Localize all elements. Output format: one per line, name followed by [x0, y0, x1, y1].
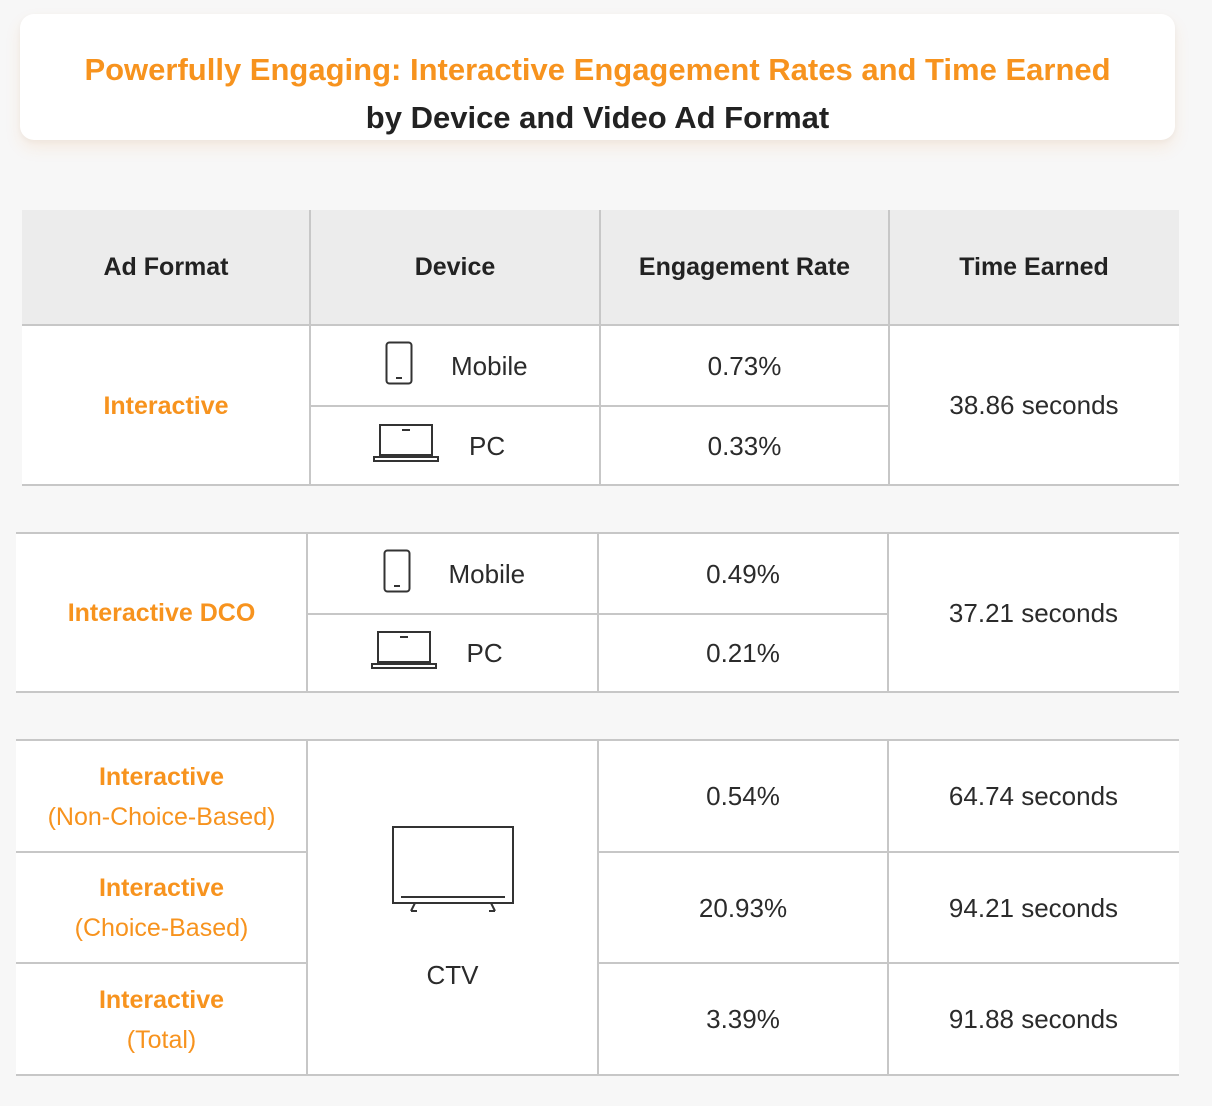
device-mobile-row: Mobile: [310, 326, 600, 406]
header-time-earned: Time Earned: [959, 253, 1109, 281]
time-earned-cell: 38.86 seconds: [949, 390, 1119, 420]
grid-line: [597, 739, 599, 1076]
grid-line: [887, 532, 889, 693]
mobile-phone-icon: [369, 341, 429, 392]
format-interactive-non-choice: Interactive (Non-Choice-Based): [16, 741, 307, 852]
laptop-icon: [371, 423, 441, 470]
tv-icon: [391, 825, 515, 922]
grid-line: [306, 532, 308, 693]
engagement-rate-cell: 0.49%: [706, 558, 780, 589]
engagement-rate-cell: 0.21%: [706, 638, 780, 668]
engagement-rate-cell: 0.54%: [706, 781, 780, 811]
time-earned-cell: 64.74 seconds: [948, 781, 1119, 811]
device-label: CTV: [426, 960, 479, 990]
header-ad-format: Ad Format: [103, 253, 229, 281]
grid-line: [887, 739, 889, 1076]
chart-title: Powerfully Engaging: Interactive Engagem…: [84, 52, 1111, 87]
laptop-icon: [369, 630, 439, 677]
format-sublabel: (Choice-Based): [74, 914, 249, 942]
engagement-rate-cell: 20.93%: [698, 892, 788, 923]
format-interactive: Interactive: [22, 326, 310, 485]
grid-line: [888, 210, 890, 486]
grid-line: [16, 962, 307, 964]
device-pc-row: PC: [310, 407, 600, 485]
grid-line: [599, 210, 601, 486]
grid-line: [309, 210, 311, 486]
engagement-rate-cell: 0.73%: [707, 350, 782, 381]
time-earned-cell: 94.21 seconds: [948, 892, 1119, 923]
mobile-phone-icon: [367, 549, 427, 600]
time-earned-cell: 37.21 seconds: [948, 597, 1119, 628]
device-ctv-cell: CTV: [307, 741, 598, 1075]
device-pc-row: PC: [307, 615, 598, 692]
format-interactive-total: Interactive (Total): [16, 964, 307, 1075]
format-label: Interactive DCO: [67, 599, 256, 627]
format-sublabel: (Non-Choice-Based): [47, 802, 276, 831]
grid-line: [306, 739, 308, 1076]
header-engagement-rate: Engagement Rate: [638, 253, 851, 281]
grid-line: [16, 851, 307, 853]
header-device: Device: [414, 253, 496, 281]
format-interactive-choice: Interactive (Choice-Based): [16, 853, 307, 963]
format-interactive-dco: Interactive DCO: [16, 534, 307, 692]
device-mobile-row: Mobile: [307, 534, 598, 614]
device-label: PC: [469, 430, 506, 461]
time-earned-cell: 91.88 seconds: [948, 1004, 1119, 1034]
format-sublabel: (Total): [126, 1025, 197, 1054]
engagement-rate-cell: 3.39%: [706, 1004, 780, 1034]
grid-line: [597, 532, 599, 693]
device-label: PC: [466, 638, 503, 668]
format-label: Interactive: [98, 874, 225, 902]
chart-subtitle: by Device and Video Ad Format: [365, 100, 830, 135]
device-label: Mobile: [448, 558, 526, 589]
title-card: Powerfully Engaging: Interactive Engagem…: [20, 14, 1175, 140]
engagement-rate-cell: 0.33%: [707, 430, 782, 461]
format-label: Interactive: [98, 762, 225, 791]
format-label: Interactive: [98, 985, 225, 1014]
device-label: Mobile: [451, 350, 528, 381]
format-label: Interactive: [103, 391, 229, 420]
